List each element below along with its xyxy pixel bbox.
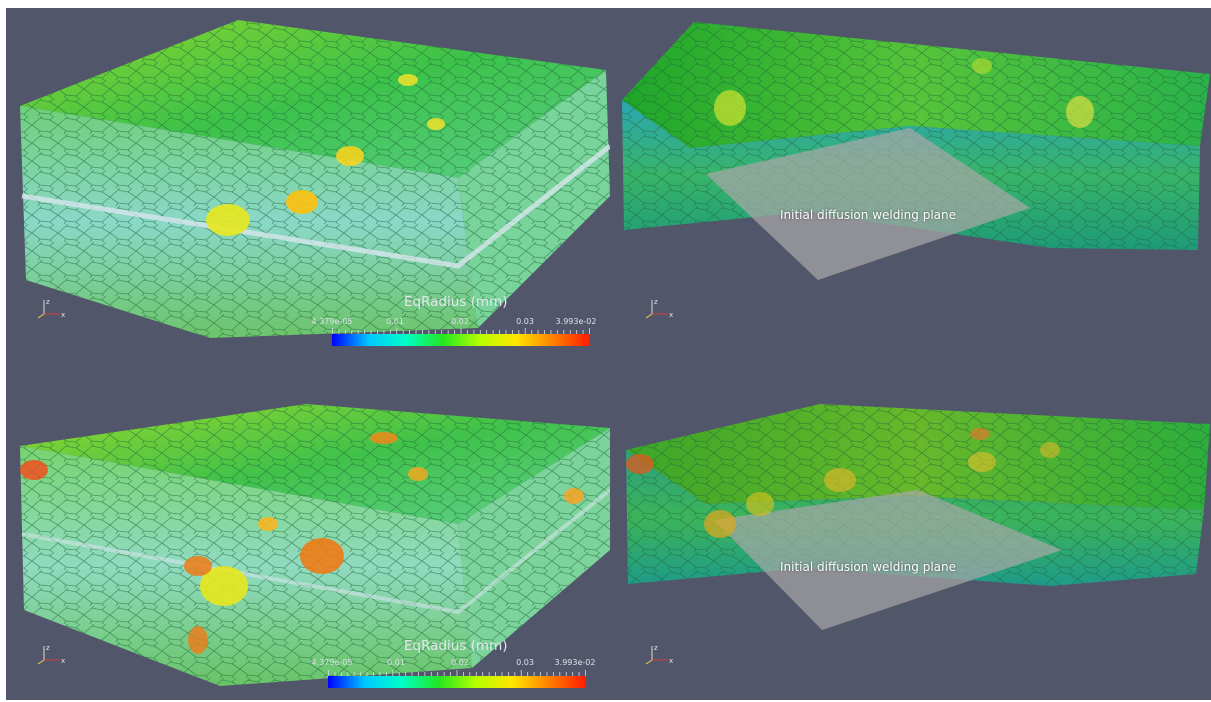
panel-bottom-left: z x bbox=[6, 354, 610, 700]
svg-text:x: x bbox=[61, 311, 65, 319]
svg-text:x: x bbox=[669, 311, 673, 319]
welding-plane-label: Initial diffusion welding plane bbox=[780, 560, 957, 574]
colorbar-minor-ticks bbox=[332, 328, 590, 334]
render-viewport[interactable]: z x EqRadius (mm) 4.379e-05 0.01 0.02 0.… bbox=[6, 8, 1211, 700]
welding-plane bbox=[714, 490, 1062, 630]
colorbar-tick: 4.379e-05 bbox=[311, 317, 353, 326]
colorbar-tick: 0.03 bbox=[516, 317, 534, 326]
colorbar-tick: 0.02 bbox=[451, 317, 469, 326]
svg-text:z: z bbox=[46, 644, 50, 652]
colorbar-tick: 0.03 bbox=[516, 658, 534, 667]
svg-text:z: z bbox=[46, 298, 50, 306]
panel-top-left: z x bbox=[6, 8, 610, 354]
svg-text:z: z bbox=[654, 298, 658, 306]
colorbar-ticks: 4.379e-05 0.01 0.02 0.03 3.993e-02 bbox=[312, 658, 596, 670]
panel-bottom-right: Initial diffusion welding plane z x bbox=[610, 354, 1211, 700]
colorbar-title: EqRadius (mm) bbox=[404, 294, 508, 310]
axes-orientation-icon: z x bbox=[36, 296, 66, 320]
axes-orientation-icon: z x bbox=[644, 642, 674, 666]
colorbar-gradient bbox=[332, 334, 590, 346]
grain-block-full-bottom bbox=[20, 404, 610, 686]
colorbar-tick: 3.993e-02 bbox=[555, 317, 597, 326]
axes-orientation-icon: z x bbox=[36, 642, 66, 666]
colorbar-tick: 4.379e-05 bbox=[311, 658, 353, 667]
colorbar-tick: 0.02 bbox=[451, 658, 469, 667]
colorbar-tick: 0.01 bbox=[386, 317, 404, 326]
panel-top-right: Initial diffusion welding plane z x bbox=[610, 8, 1211, 354]
welding-plane bbox=[706, 128, 1030, 280]
svg-text:x: x bbox=[61, 657, 65, 665]
grain-block-cut-top bbox=[622, 22, 1210, 280]
axes-orientation-icon: z x bbox=[644, 296, 674, 320]
colorbar-title: EqRadius (mm) bbox=[404, 638, 508, 654]
svg-text:x: x bbox=[669, 657, 673, 665]
colorbar-ticks: 4.379e-05 0.01 0.02 0.03 3.993e-02 bbox=[312, 317, 597, 329]
colorbar-minor-ticks bbox=[328, 670, 586, 676]
welding-plane-label: Initial diffusion welding plane bbox=[780, 208, 957, 222]
grain-block-cut-bottom bbox=[626, 404, 1210, 630]
colorbar-tick: 3.993e-02 bbox=[554, 658, 596, 667]
colorbar-gradient bbox=[328, 676, 586, 688]
colorbar-tick: 0.01 bbox=[387, 658, 405, 667]
grain-block-full-top bbox=[20, 20, 610, 338]
svg-text:z: z bbox=[654, 644, 658, 652]
